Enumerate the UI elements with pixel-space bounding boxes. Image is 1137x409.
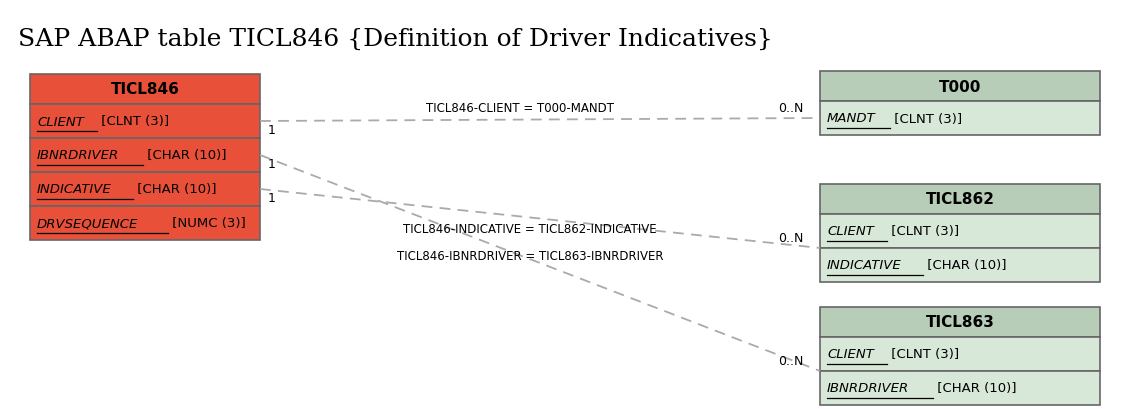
Text: IBNRDRIVER: IBNRDRIVER [38, 149, 119, 162]
Bar [820, 371, 1099, 405]
Bar [30, 173, 260, 207]
Text: 1: 1 [268, 191, 276, 204]
Text: SAP ABAP table TICL846 {Definition of Driver Indicatives}: SAP ABAP table TICL846 {Definition of Dr… [18, 28, 773, 51]
Bar [820, 72, 1099, 102]
Text: [CLNT (3)]: [CLNT (3)] [890, 112, 962, 125]
Text: 0..N: 0..N [778, 231, 804, 245]
Text: [NUMC (3)]: [NUMC (3)] [168, 217, 246, 230]
Bar [30, 139, 260, 173]
Bar [820, 337, 1099, 371]
Text: MANDT: MANDT [827, 112, 875, 125]
Text: [CHAR (10)]: [CHAR (10)] [143, 149, 226, 162]
Text: [CLNT (3)]: [CLNT (3)] [888, 348, 960, 361]
Text: 0..N: 0..N [778, 354, 804, 367]
Text: CLIENT: CLIENT [38, 115, 84, 128]
Text: [CLNT (3)]: [CLNT (3)] [888, 225, 960, 238]
Text: TICL846-INDICATIVE = TICL862-INDICATIVE: TICL846-INDICATIVE = TICL862-INDICATIVE [404, 222, 657, 235]
Text: TICL862: TICL862 [926, 192, 995, 207]
Text: 0..N: 0..N [778, 102, 804, 115]
Text: [CHAR (10)]: [CHAR (10)] [923, 259, 1007, 272]
Text: INDICATIVE: INDICATIVE [827, 259, 902, 272]
Text: CLIENT: CLIENT [827, 348, 874, 361]
Text: [CHAR (10)]: [CHAR (10)] [933, 382, 1016, 395]
Text: IBNRDRIVER: IBNRDRIVER [827, 382, 910, 395]
Bar [820, 102, 1099, 136]
Bar [30, 207, 260, 240]
Text: DRVSEQUENCE: DRVSEQUENCE [38, 217, 139, 230]
Bar [30, 75, 260, 105]
Bar [30, 105, 260, 139]
Bar [820, 214, 1099, 248]
Text: 1: 1 [268, 157, 276, 171]
Text: T000: T000 [939, 79, 981, 94]
Bar [820, 248, 1099, 282]
Text: CLIENT: CLIENT [827, 225, 874, 238]
Text: TICL846-IBNRDRIVER = TICL863-IBNRDRIVER: TICL846-IBNRDRIVER = TICL863-IBNRDRIVER [397, 249, 663, 262]
Text: [CLNT (3)]: [CLNT (3)] [98, 115, 169, 128]
Text: TICL846: TICL846 [110, 82, 180, 97]
Bar [820, 184, 1099, 214]
Bar [820, 307, 1099, 337]
Text: TICL846-CLIENT = T000-MANDT: TICL846-CLIENT = T000-MANDT [426, 101, 614, 114]
Text: [CHAR (10)]: [CHAR (10)] [133, 183, 217, 196]
Text: 1: 1 [268, 124, 276, 137]
Text: TICL863: TICL863 [926, 315, 995, 330]
Text: INDICATIVE: INDICATIVE [38, 183, 111, 196]
